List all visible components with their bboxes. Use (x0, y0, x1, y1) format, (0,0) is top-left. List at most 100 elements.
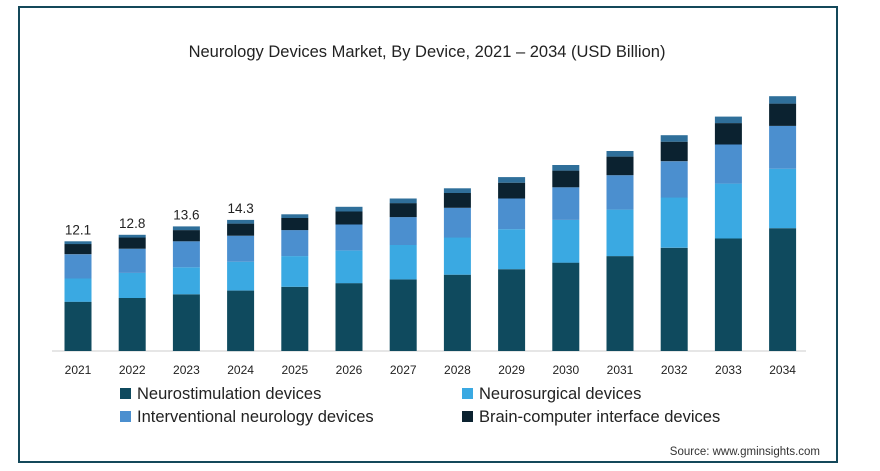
bar-segment-2025-s3 (281, 218, 309, 231)
x-tick-label: 2028 (444, 363, 471, 377)
x-tick-label: 2021 (65, 363, 92, 377)
bar-segment-2026-s3 (335, 211, 363, 225)
bar-segment-2023-s3 (172, 230, 200, 242)
x-tick-label: 2033 (715, 363, 742, 377)
bar-segment-2032-s3 (660, 141, 688, 162)
data-label-2021: 12.1 (65, 222, 91, 237)
bar-segment-2034-s4 (769, 96, 797, 104)
bar-segment-2034-s3 (769, 103, 797, 126)
bar-segment-2028-s4 (443, 188, 471, 193)
bar-segment-2033-s4 (714, 116, 742, 124)
bar-segment-2024-s1 (227, 261, 255, 291)
legend-swatch-0 (120, 388, 131, 399)
x-tick-label: 2031 (607, 363, 634, 377)
bar-segment-2025-s0 (281, 286, 309, 351)
bar-segment-2029-s1 (498, 229, 526, 270)
bar-segment-2023-s0 (172, 294, 200, 351)
x-tick-label: 2022 (119, 363, 146, 377)
bar-segment-2025-s1 (281, 256, 309, 287)
x-tick-label: 2027 (390, 363, 417, 377)
x-tick-label: 2034 (769, 363, 796, 377)
x-tick-labels: 2021 2022 2023 2024 2025 2026 2027 2028 2029 2030… (65, 363, 797, 377)
bar-segment-2029-s4 (498, 177, 526, 183)
data-label-2024: 14.3 (227, 201, 253, 216)
bar-segment-2030-s1 (552, 219, 580, 263)
bar-segment-2021-s4 (64, 241, 92, 245)
legend-swatch-2 (120, 411, 131, 422)
bar-segment-2021-s3 (64, 244, 92, 255)
bar-segment-2022-s0 (118, 298, 146, 351)
bar-segment-2030-s3 (552, 170, 580, 188)
bar-segment-2030-s4 (552, 165, 580, 171)
legend: Neurostimulation devices Neurosurgical de… (120, 385, 720, 426)
legend-label-0: Neurostimulation devices (137, 385, 321, 403)
bar-segment-2031-s0 (606, 256, 634, 351)
bar-segment-2022-s4 (118, 234, 146, 238)
bar-segment-2034-s2 (769, 125, 797, 169)
chart-frame (18, 6, 838, 463)
bar-segment-2028-s0 (443, 274, 471, 351)
legend-swatch-3 (462, 411, 473, 422)
bar-segment-2021-s1 (64, 278, 92, 302)
bar-segment-2031-s2 (606, 175, 634, 210)
bar-segment-2027-s0 (389, 279, 417, 351)
bar-segment-2031-s4 (606, 151, 634, 157)
bar-segment-2028-s1 (443, 237, 471, 275)
legend-label-2: Interventional neurology devices (137, 408, 374, 426)
legend-label-3: Brain-computer interface devices (479, 408, 720, 426)
x-tick-label: 2030 (552, 363, 579, 377)
data-label-2022: 12.8 (119, 216, 145, 231)
bar-segment-2026-s2 (335, 224, 363, 251)
x-tick-label: 2032 (661, 363, 688, 377)
source-note: Source: www.gminsights.com (670, 446, 820, 458)
bar-segment-2026-s0 (335, 283, 363, 351)
bar-segment-2033-s1 (714, 183, 742, 239)
data-labels: 12.1 12.8 13.6 14.3 (65, 201, 254, 237)
bar-segment-2029-s3 (498, 182, 526, 199)
bar-segment-2024-s4 (227, 219, 255, 224)
bar-segment-2026-s4 (335, 206, 363, 212)
data-label-2023: 13.6 (173, 207, 199, 222)
x-tick-label: 2029 (498, 363, 525, 377)
x-tick-label: 2023 (173, 363, 200, 377)
bar-segment-2025-s2 (281, 230, 309, 257)
bar-segment-2027-s4 (389, 198, 417, 204)
legend-label-1: Neurosurgical devices (479, 385, 641, 403)
bar-segment-2022-s2 (118, 248, 146, 273)
bar-segment-2021-s2 (64, 254, 92, 279)
bar-segment-2028-s3 (443, 192, 471, 208)
bar-segment-2032-s2 (660, 161, 688, 198)
bar-segment-2023-s2 (172, 241, 200, 268)
bar-segment-2029-s2 (498, 198, 526, 230)
bar-segment-2027-s2 (389, 217, 417, 245)
bar-segment-2031-s3 (606, 156, 634, 176)
bar-segment-2026-s1 (335, 250, 363, 284)
bar-segment-2021-s0 (64, 301, 92, 351)
bar-segment-2023-s1 (172, 267, 200, 295)
bar-segment-2029-s0 (498, 269, 526, 351)
bar-segment-2024-s3 (227, 223, 255, 236)
bars-group (64, 96, 797, 352)
x-tick-label: 2026 (336, 363, 363, 377)
bar-segment-2023-s4 (172, 226, 200, 231)
bar-segment-2030-s2 (552, 187, 580, 220)
x-tick-label: 2024 (227, 363, 254, 377)
bar-segment-2033-s3 (714, 123, 742, 145)
bar-segment-2032-s1 (660, 197, 688, 248)
bar-segment-2032-s0 (660, 247, 688, 351)
bar-segment-2033-s2 (714, 144, 742, 184)
bar-segment-2022-s1 (118, 272, 146, 298)
bar-segment-2024-s2 (227, 235, 255, 262)
bar-segment-2022-s3 (118, 237, 146, 249)
chart-title: Neurology Devices Market, By Device, 202… (189, 43, 666, 61)
bar-segment-2024-s0 (227, 290, 255, 352)
bar-segment-2032-s4 (660, 135, 688, 142)
bar-segment-2027-s1 (389, 245, 417, 280)
bar-segment-2034-s1 (769, 168, 797, 229)
bar-segment-2030-s0 (552, 262, 580, 351)
bar-segment-2033-s0 (714, 238, 742, 351)
legend-swatch-1 (462, 388, 473, 399)
x-tick-label: 2025 (281, 363, 308, 377)
bar-segment-2031-s1 (606, 209, 634, 257)
